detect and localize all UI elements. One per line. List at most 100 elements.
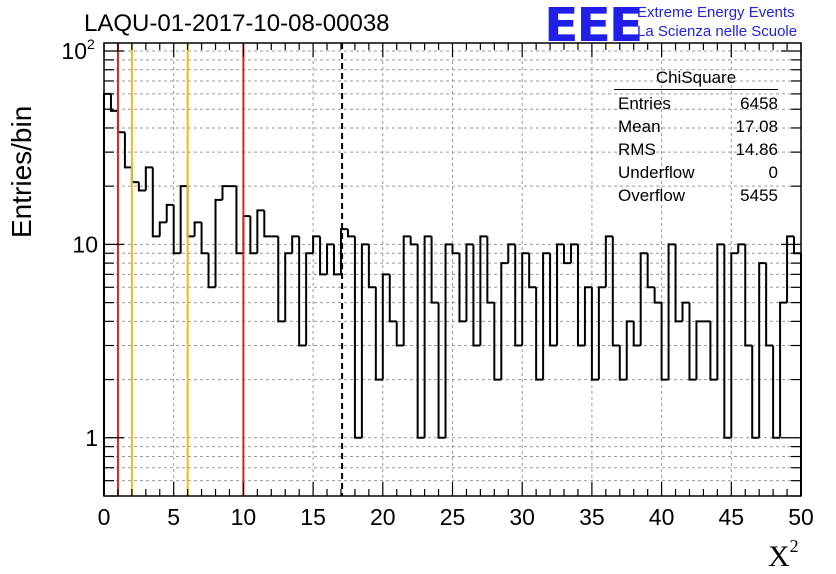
histogram-bin (646, 253, 655, 289)
histogram-bin (451, 244, 460, 255)
x-axis-label-base: X (768, 540, 790, 573)
histogram-bin (653, 287, 662, 304)
x-tick-label: 50 (788, 504, 814, 530)
x-tick-label: 10 (231, 504, 257, 530)
histogram-bin (765, 263, 774, 347)
histogram-bin (737, 243, 746, 254)
stats-row-entries: Entries 6458 (610, 92, 778, 115)
x-tick-label: 45 (719, 504, 745, 530)
histogram-bin (611, 236, 620, 347)
stats-row-overflow: Overflow 5455 (610, 184, 778, 207)
stats-label: Overflow (618, 186, 686, 205)
x-tick-label: 35 (579, 504, 605, 530)
histogram-bin (549, 253, 558, 347)
histogram-bin (779, 301, 788, 438)
histogram-bin (458, 253, 467, 323)
y-tick-label-exponent: 2 (87, 36, 95, 52)
histogram-bin (576, 244, 585, 347)
histogram-bin (360, 243, 369, 438)
histogram-bin (284, 252, 293, 322)
histogram-bin (639, 252, 648, 346)
histogram-bin (249, 216, 258, 255)
stats-value: 0 (768, 163, 778, 182)
histogram-bin (597, 286, 606, 380)
stats-value: 5455 (740, 186, 778, 205)
histogram-bin (193, 221, 202, 237)
histogram-bin (353, 236, 362, 439)
histogram-bin (158, 221, 167, 237)
histogram-bin (772, 345, 781, 439)
logo-caption: Extreme Energy Events La Scienza nelle S… (637, 3, 797, 41)
stats-row-rms: RMS 14.86 (610, 138, 778, 161)
histogram-bin (416, 244, 425, 439)
histogram-bin (751, 345, 760, 439)
histogram-bin (465, 243, 474, 322)
logo-caption-line2: La Scienza nelle Scuole (637, 23, 798, 40)
histogram-bin (681, 301, 690, 322)
histogram-bin (660, 302, 669, 381)
histogram-bin (521, 252, 530, 346)
stats-label: RMS (618, 140, 656, 159)
histogram-bin (207, 253, 216, 289)
stats-row-underflow: Underflow 0 (610, 161, 778, 184)
x-tick-label: 0 (98, 504, 111, 530)
histogram-bin (277, 236, 286, 323)
stats-label: Mean (618, 117, 661, 136)
y-tick-label: 10 (61, 38, 87, 64)
histogram-bin (507, 243, 516, 264)
histogram-bin (312, 235, 321, 254)
histogram-bin (333, 244, 341, 276)
histogram-bin (381, 273, 390, 380)
histogram-bin (563, 244, 571, 265)
histogram-bin (535, 287, 544, 381)
histogram-bin (709, 321, 718, 381)
reference-lines (116, 43, 344, 496)
y-tick-label: 10 (72, 231, 98, 257)
x-axis-label: X2 (768, 536, 799, 574)
histogram-bin (786, 235, 795, 303)
stats-label: Entries (618, 94, 671, 113)
histogram-bin (556, 243, 565, 346)
histogram-bin (186, 186, 195, 238)
histogram-bin (123, 132, 132, 169)
histogram-bin (500, 262, 509, 380)
x-tick-label: 40 (649, 504, 675, 530)
histogram-bin (583, 286, 592, 346)
histogram-bin (374, 287, 383, 381)
histogram-bin (695, 320, 704, 380)
histogram-bin (130, 167, 139, 184)
stats-value: 14.86 (735, 140, 778, 159)
x-axis-ticks: 0 5 10 15 20 25 30 35 40 45 50 (98, 43, 814, 530)
histogram-bin (590, 287, 599, 381)
histogram-bin (144, 166, 153, 191)
x-tick-label: 5 (167, 504, 180, 530)
histogram-bin (667, 243, 676, 380)
stats-value: 17.08 (735, 117, 778, 136)
histogram-bin (716, 243, 725, 380)
stats-label: Underflow (618, 163, 695, 182)
histogram-bin (242, 215, 251, 254)
histogram-bin (402, 235, 411, 346)
histogram-bin (625, 320, 634, 380)
x-axis-label-sup: 2 (789, 536, 799, 556)
histogram-bin (444, 243, 453, 438)
histogram-bin (479, 235, 488, 346)
y-axis-label: Entries/bin (6, 105, 37, 238)
histogram-bin (214, 198, 223, 288)
histogram-bin (346, 229, 355, 238)
histogram-bin (395, 321, 404, 347)
stats-row-mean: Mean 17.08 (610, 115, 778, 138)
plot-title: LAQU-01-2017-10-08-00038 (84, 10, 390, 37)
histogram-bin (437, 302, 446, 439)
histogram-bin (472, 244, 481, 347)
histogram-bin (326, 243, 335, 275)
histogram-bin (151, 167, 160, 238)
histogram-bin (319, 236, 328, 276)
histogram-bin (221, 185, 230, 200)
histogram-bin (103, 92, 111, 496)
x-tick-label: 25 (440, 504, 466, 530)
histogram-bin (235, 186, 244, 255)
eee-logo: EEE (544, 0, 643, 52)
